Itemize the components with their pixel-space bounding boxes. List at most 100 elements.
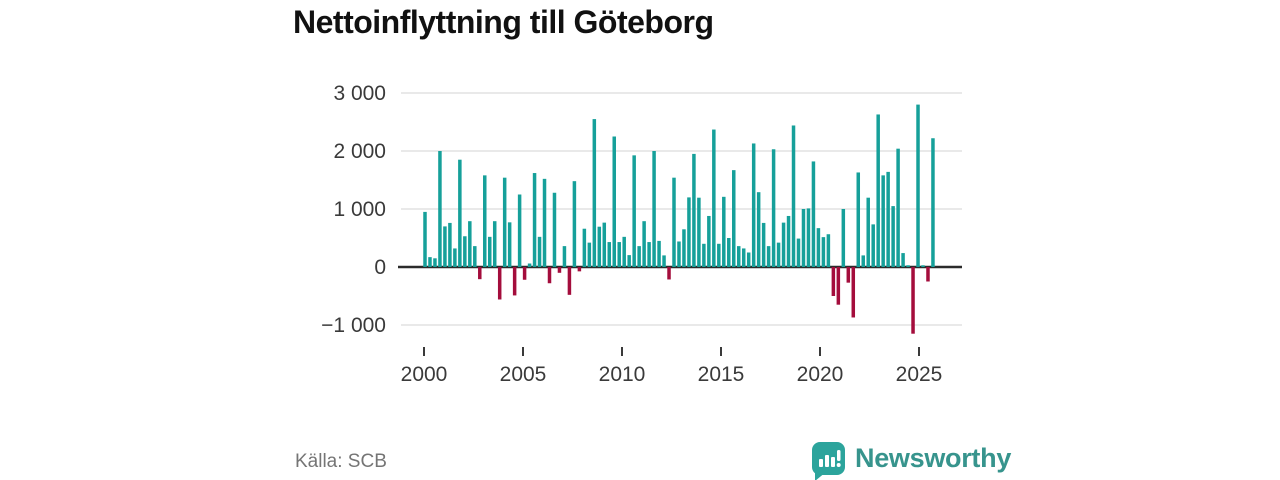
quarter-bar — [826, 234, 831, 267]
y-axis-tick-label: 2 000 — [333, 140, 386, 163]
y-axis-tick-label: 0 — [374, 256, 386, 279]
x-axis-tick-label: 2020 — [797, 363, 844, 386]
quarter-bar — [483, 175, 487, 267]
quarter-bar — [637, 246, 641, 267]
quarter-bar — [502, 177, 507, 267]
quarter-bar — [831, 267, 836, 296]
quarter-bar — [448, 222, 452, 267]
quarter-bar — [856, 172, 861, 267]
quarter-bar — [612, 136, 616, 267]
quarter-bar — [771, 149, 776, 267]
quarter-bar — [577, 267, 582, 272]
quarter-bar — [438, 151, 442, 267]
quarter-bar — [557, 267, 562, 273]
quarter-bar — [428, 257, 432, 267]
quarter-bar — [567, 267, 572, 295]
quarter-bar — [647, 242, 651, 267]
quarter-bar — [786, 215, 791, 267]
quarter-bar — [487, 236, 492, 267]
quarter-bar — [657, 240, 661, 267]
quarter-bar — [433, 258, 437, 267]
quarter-bar — [871, 224, 875, 267]
chart-title: Nettoinflyttning till Göteborg — [293, 4, 714, 40]
quarter-bar — [667, 267, 671, 280]
quarter-bar — [517, 194, 522, 267]
quarter-bar — [468, 221, 472, 267]
quarter-bar — [497, 267, 502, 300]
quarter-bar — [846, 267, 851, 283]
quarter-bar — [662, 255, 666, 267]
quarter-bar — [776, 242, 781, 267]
quarter-bar — [921, 265, 925, 267]
quarter-bar — [861, 255, 865, 267]
quarter-bar — [542, 178, 547, 267]
quarter-bar — [876, 114, 880, 268]
x-axis-tick-label: 2000 — [401, 363, 448, 386]
quarter-bar — [463, 236, 467, 267]
quarter-bar — [527, 263, 532, 267]
x-axis-tick-label: 2010 — [599, 363, 646, 386]
quarter-bar — [866, 197, 870, 267]
quarter-bar — [931, 138, 935, 267]
source-note: Källa: SCB — [295, 451, 387, 472]
quarter-bar — [473, 246, 477, 267]
quarter-bar — [602, 222, 607, 267]
y-axis-tick-label: −1 000 — [321, 314, 386, 337]
quarter-bar — [687, 197, 691, 267]
quarter-bar — [682, 229, 686, 267]
quarter-bar — [891, 206, 895, 267]
quarter-bar — [886, 171, 890, 267]
quarter-bar — [781, 222, 786, 267]
quarter-bar — [766, 246, 771, 267]
quarter-bar — [537, 236, 542, 267]
quarter-bar — [816, 228, 821, 267]
quarter-bar — [712, 129, 716, 267]
quarter-bar — [562, 246, 567, 267]
quarter-bar — [532, 173, 537, 267]
quarter-bar — [702, 243, 706, 267]
quarter-bar — [811, 161, 816, 267]
x-axis-tick-label: 2015 — [698, 363, 745, 386]
quarter-bar — [478, 267, 482, 280]
quarter-bar — [507, 222, 512, 267]
quarter-bar — [692, 153, 696, 267]
quarter-bar — [806, 208, 811, 267]
quarter-bar — [732, 170, 736, 267]
quarter-bar — [592, 119, 597, 267]
quarter-bar — [796, 238, 801, 267]
quarter-bar — [642, 221, 646, 267]
quarter-bar — [722, 196, 726, 267]
quarter-bar — [617, 242, 621, 267]
quarter-bar — [896, 148, 900, 267]
quarter-bar — [607, 242, 612, 267]
quarter-bar — [632, 155, 636, 267]
brand-lockup: Newsworthy — [812, 442, 1012, 480]
x-axis-tick-label: 2005 — [500, 363, 547, 386]
quarter-bar — [707, 215, 711, 267]
quarter-bar — [751, 143, 756, 267]
brand-name: Newsworthy — [855, 443, 1012, 473]
quarter-bar — [851, 267, 856, 318]
quarter-bar — [552, 192, 557, 267]
quarter-bar — [821, 237, 826, 267]
quarter-bar — [672, 177, 676, 267]
quarter-bar — [697, 197, 701, 267]
quarter-bar — [741, 248, 746, 267]
quarter-bar — [906, 265, 910, 267]
bar-chart-speech-bubble-icon — [812, 442, 845, 480]
quarter-bar — [597, 226, 602, 267]
y-axis-tick-label: 1 000 — [333, 198, 386, 221]
quarter-bar — [926, 267, 930, 282]
quarter-bar — [756, 192, 761, 267]
quarter-bar — [453, 248, 457, 267]
quarter-bar — [582, 228, 587, 267]
quarter-bar — [587, 242, 592, 267]
quarter-bar — [522, 267, 527, 280]
quarter-bar — [627, 255, 631, 267]
quarter-bar — [572, 181, 577, 267]
quarter-bar — [736, 246, 741, 267]
quarter-bar — [492, 221, 497, 267]
quarter-bar — [443, 226, 447, 267]
